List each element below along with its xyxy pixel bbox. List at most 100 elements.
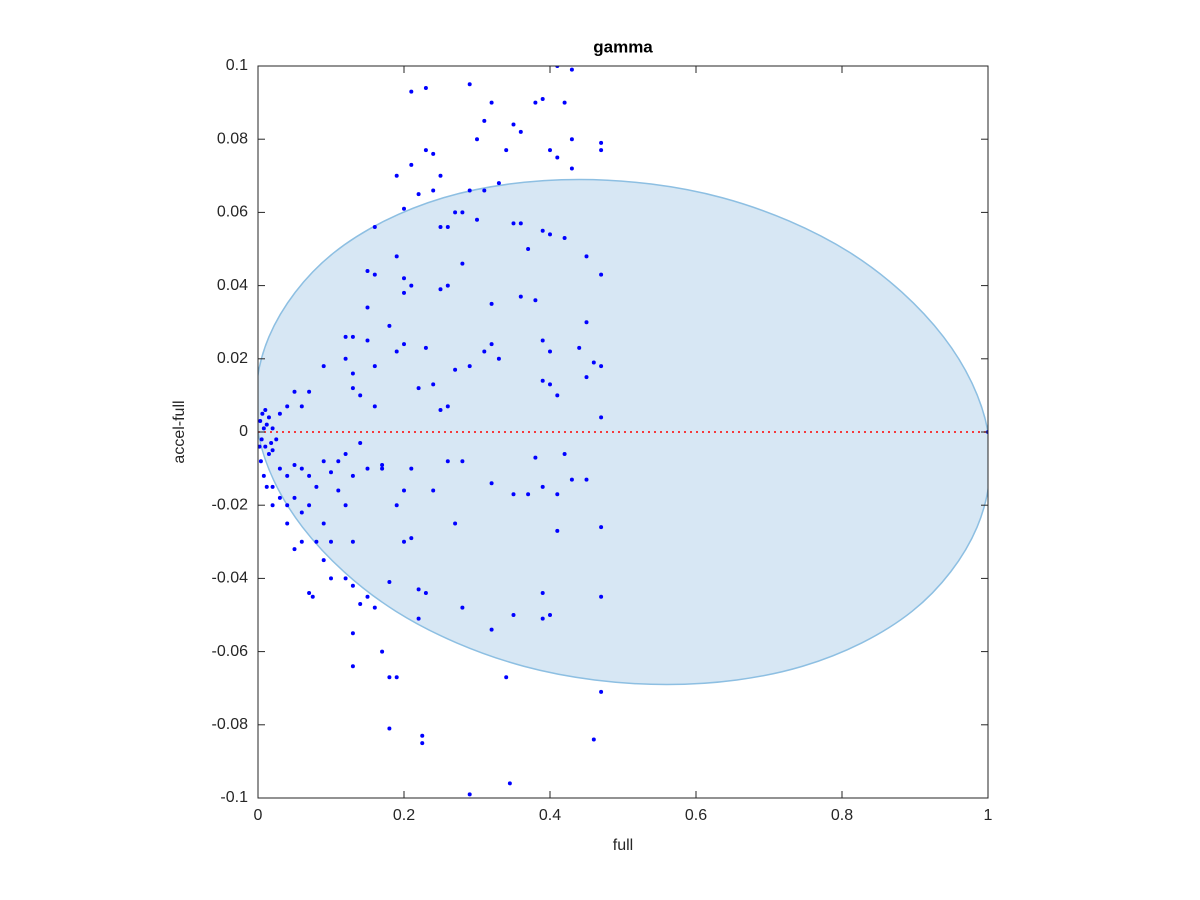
point [445, 404, 450, 409]
point [321, 558, 326, 563]
point [482, 118, 487, 123]
point [409, 536, 414, 541]
point [299, 466, 304, 471]
point [380, 462, 385, 467]
point [599, 140, 604, 145]
point [562, 451, 567, 456]
point [420, 733, 425, 738]
y-tick-label: 0.04 [217, 277, 248, 294]
point [269, 440, 274, 445]
point [438, 287, 443, 292]
y-tick-label: 0.08 [217, 130, 248, 147]
point [394, 675, 399, 680]
point [372, 225, 377, 230]
point [285, 404, 290, 409]
point [460, 261, 465, 266]
point [321, 364, 326, 369]
point [350, 334, 355, 339]
point [321, 459, 326, 464]
point [511, 613, 516, 617]
point [584, 320, 589, 325]
point [489, 627, 494, 632]
y-tick-label: -0.02 [212, 496, 249, 513]
point [555, 393, 560, 398]
point [445, 225, 450, 230]
point [526, 492, 531, 497]
y-tick-label: 0.1 [226, 57, 248, 74]
point [438, 225, 443, 230]
point [548, 349, 552, 354]
point [548, 148, 552, 153]
point [387, 726, 392, 731]
y-tick-label: 0.06 [217, 204, 248, 221]
point [518, 129, 523, 134]
point [394, 173, 399, 178]
point [365, 338, 370, 343]
point [380, 466, 385, 471]
point [489, 100, 494, 105]
point [350, 386, 355, 391]
point [261, 473, 266, 478]
point [416, 587, 421, 592]
point [258, 419, 263, 424]
point [409, 466, 414, 471]
x-axis-label: full [613, 837, 633, 854]
point [423, 85, 428, 90]
point [526, 247, 531, 251]
point [380, 649, 385, 654]
point [299, 510, 304, 515]
point [299, 404, 304, 409]
point [420, 741, 425, 746]
y-tick-label: -0.04 [212, 570, 249, 587]
point [274, 437, 279, 442]
point [460, 459, 465, 464]
point [548, 232, 552, 237]
point [431, 188, 436, 193]
point [599, 689, 604, 694]
point [285, 473, 290, 478]
point [431, 382, 436, 387]
point [350, 583, 355, 588]
point [258, 444, 262, 449]
point [511, 492, 516, 497]
point [467, 792, 472, 797]
point [292, 389, 297, 394]
point [372, 364, 377, 369]
point [569, 137, 574, 142]
point [438, 408, 443, 413]
point [540, 96, 545, 101]
point [263, 408, 268, 413]
point [270, 484, 275, 489]
point [584, 375, 589, 380]
point [372, 404, 377, 409]
point [314, 484, 319, 489]
point [343, 334, 348, 339]
point [402, 276, 406, 281]
point [343, 356, 348, 361]
point [365, 305, 370, 310]
point [259, 437, 264, 442]
point [548, 613, 552, 617]
point [329, 539, 333, 544]
point [540, 378, 545, 383]
point [387, 675, 392, 680]
point [285, 503, 290, 508]
point [299, 539, 304, 544]
point [423, 345, 428, 350]
point [489, 342, 494, 347]
y-axis-label: accel-full [171, 400, 188, 463]
point [416, 386, 421, 391]
point [387, 323, 392, 328]
point [365, 268, 370, 273]
point [409, 89, 414, 94]
point [511, 122, 516, 127]
x-tick-label: 0.4 [539, 807, 561, 824]
point [270, 426, 275, 431]
point [555, 528, 560, 533]
y-tick-label: -0.06 [212, 643, 249, 660]
point [453, 521, 458, 526]
point [533, 455, 538, 460]
point [358, 393, 363, 398]
x-tick-label: 0.6 [685, 807, 707, 824]
